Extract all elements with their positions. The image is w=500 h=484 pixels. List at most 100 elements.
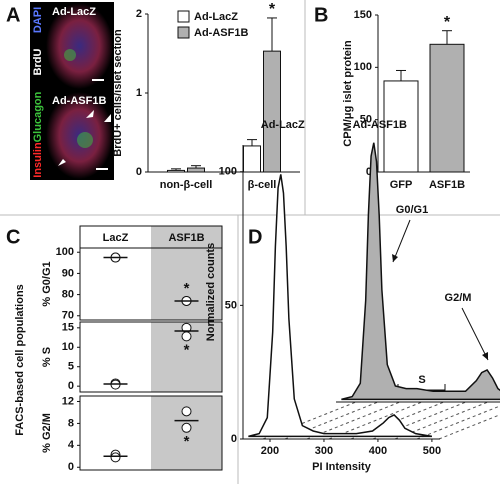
y-tick-label: 100 [219, 166, 237, 178]
y-tick-label: 0 [136, 166, 142, 178]
data-point [181, 331, 192, 342]
significance-mark: * [184, 433, 190, 450]
y-axis-label: % S [41, 347, 53, 367]
x-tick-label: 400 [369, 445, 387, 457]
significance-mark: * [444, 14, 451, 31]
depth-guide [284, 401, 379, 440]
depth-guide [262, 401, 357, 440]
depth-guide [438, 414, 500, 440]
x-axis-label: PI Intensity [312, 461, 372, 473]
x-tick-label: 500 [423, 445, 441, 457]
x-tick-label: ASF1B [429, 179, 465, 191]
significance-mark: * [184, 280, 190, 297]
y-tick-label: 0 [68, 461, 74, 473]
y-tick-label: 150 [354, 9, 372, 21]
stain-label: DAPI [32, 7, 44, 33]
cell-stain [64, 49, 76, 61]
arrow [392, 219, 411, 263]
y-tick-label: 70 [62, 310, 74, 322]
annotation: G0/G1 [396, 204, 428, 216]
y-tick-label: 0 [68, 380, 74, 392]
plot-frame [79, 395, 223, 471]
arrowhead [58, 110, 111, 166]
y-axis-label: BrdU+ cells/islet section [112, 29, 124, 157]
y-tick-label: 15 [62, 322, 74, 334]
annotation: G2/M [445, 292, 472, 304]
panel-letter: A [6, 4, 20, 26]
legend-label: Ad-LacZ [194, 11, 238, 23]
legend-swatch [177, 10, 190, 23]
y-tick-label: 0 [366, 166, 372, 178]
arrowhead [482, 352, 488, 360]
header-shade [151, 226, 222, 248]
y-tick-label: 100 [56, 246, 74, 258]
bar [167, 169, 185, 173]
y-axis-label: Normalized counts [205, 243, 217, 341]
histogram-curve [248, 174, 433, 438]
treatment-shade [151, 248, 222, 320]
y-tick-label: 0 [231, 433, 237, 445]
x-tick-label: GFP [390, 179, 413, 191]
significance-mark: * [269, 1, 276, 18]
y-tick-label: 50 [225, 299, 237, 311]
bar [383, 80, 419, 173]
x-tick-label: 200 [261, 445, 279, 457]
stain-label: Glucagon [32, 91, 44, 142]
cell-stain [77, 132, 93, 148]
stain-label: Insulin [32, 142, 44, 178]
series-label: Ad-ASF1B [353, 119, 407, 131]
y-tick-label: 2 [136, 8, 142, 20]
significance-mark: * [184, 341, 190, 358]
y-tick-label: 4 [68, 439, 75, 451]
histogram-curve [341, 142, 500, 401]
x-tick-label: 300 [315, 445, 333, 457]
panel-letter: D [248, 226, 262, 248]
y-axis-label: % G2/M [41, 413, 53, 453]
y-tick-label: 80 [62, 288, 74, 300]
micrograph [46, 3, 113, 89]
header-frame [79, 225, 223, 249]
y-tick-label: 1 [136, 87, 142, 99]
bar [429, 43, 465, 173]
arrow [461, 307, 489, 361]
bar [187, 167, 205, 173]
depth-guide [394, 401, 489, 440]
legend-swatch [177, 26, 190, 39]
arrowhead [392, 254, 398, 262]
column-label: ASF1B [168, 232, 204, 244]
bar [243, 145, 261, 173]
x-tick-label: non-β-cell [160, 179, 213, 191]
data-point [181, 406, 192, 417]
condition-label: Ad-LacZ [52, 6, 96, 18]
stain-label: BrdU [32, 49, 44, 76]
depth-guide [328, 401, 423, 440]
data-point [110, 452, 121, 463]
y-axis-label: % G0/G1 [41, 261, 53, 306]
y-tick-label: 8 [68, 417, 74, 429]
x-tick-label: β-cell [248, 179, 277, 191]
condition-label: Ad-ASF1B [52, 95, 106, 107]
y-tick-label: 10 [62, 341, 74, 353]
panel-letter: C [6, 226, 20, 248]
y-tick-label: 50 [360, 114, 372, 126]
plot-frame [79, 321, 223, 393]
depth-guide [416, 405, 500, 440]
y-tick-label: 100 [354, 61, 372, 73]
y-tick-label: 5 [68, 361, 74, 373]
y-tick-label: 90 [62, 267, 74, 279]
annotation: S [418, 374, 425, 386]
depth-guide [306, 401, 401, 440]
bar [263, 50, 281, 173]
panel-letter: B [314, 4, 328, 26]
y-tick-label: 12 [62, 395, 74, 407]
legend-label: Ad-ASF1B [194, 27, 248, 39]
y-axis-label: CPM/μg islet protein [342, 40, 354, 147]
column-label: LacZ [103, 232, 129, 244]
series-label: Ad-LacZ [261, 119, 305, 131]
panel-y-label: FACS-based cell populations [14, 284, 26, 436]
depth-guide [372, 401, 467, 440]
data-point [181, 422, 192, 433]
